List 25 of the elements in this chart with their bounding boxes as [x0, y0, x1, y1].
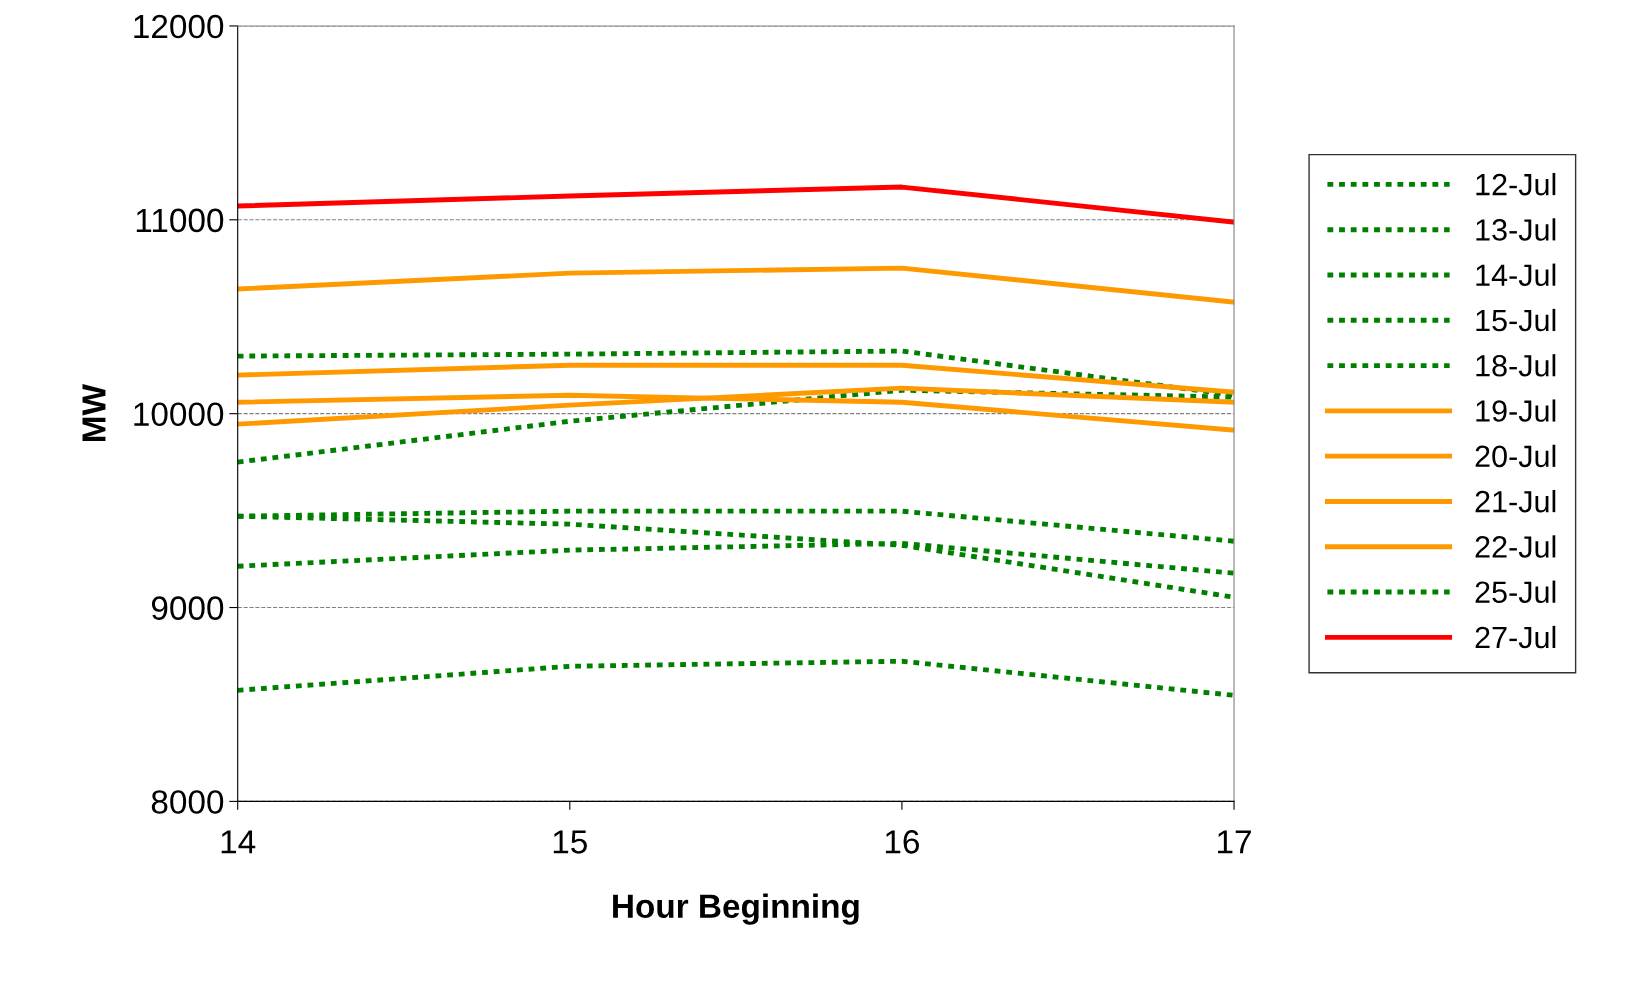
legend-label: 13-Jul: [1476, 218, 1556, 241]
legend-label: 22-Jul: [1475, 535, 1556, 558]
legend-label: 21-Jul: [1475, 490, 1556, 513]
legend-label: 25-Jul: [1475, 580, 1556, 604]
line-series: [237, 184, 1235, 225]
y-tick-label: 12000: [134, 14, 224, 39]
y-axis-title: MW: [82, 384, 106, 442]
x-tick-label: 17: [1218, 830, 1251, 854]
legend-label: 15-Jul: [1476, 308, 1556, 332]
x-tick-label: 15: [553, 830, 587, 854]
y-tick-label: 10000: [134, 402, 224, 427]
y-tick-label: 9000: [151, 596, 224, 620]
y-tick-label: 11000: [136, 208, 224, 233]
legend-label: 12-Jul: [1476, 172, 1556, 196]
x-tick-label: 16: [885, 830, 919, 854]
legend-label: 14-Jul: [1476, 263, 1556, 287]
line-series: [237, 658, 1235, 698]
y-tick-label: 8000: [151, 790, 224, 814]
legend-label: 18-Jul: [1476, 354, 1556, 377]
legend-label: 20-Jul: [1475, 444, 1556, 468]
legend-label: 19-Jul: [1476, 399, 1556, 422]
x-axis-title: Hour Beginning: [613, 893, 859, 925]
legend-label: 27-Jul: [1475, 625, 1556, 649]
line-series: [237, 265, 1235, 305]
x-tick-label: 14: [221, 830, 256, 854]
